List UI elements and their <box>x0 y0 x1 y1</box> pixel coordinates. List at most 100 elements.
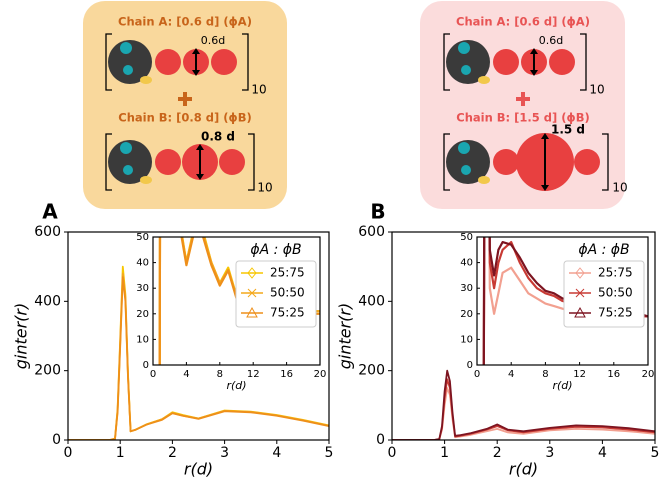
y-tick-label: 0 <box>376 432 385 448</box>
repeat-label: 10 <box>612 181 627 195</box>
x-axis-label: r(d) <box>184 460 213 479</box>
bead-dot <box>120 142 132 154</box>
y-tick-label: 50 <box>136 232 149 243</box>
bracket <box>602 133 609 191</box>
bead-dot <box>461 165 471 175</box>
y-tick-label: 30 <box>136 283 149 294</box>
y-tick-label: 10 <box>136 334 149 345</box>
legend-label: 75:25 <box>270 306 305 320</box>
sphere <box>155 49 181 75</box>
x-tick-label: 0 <box>64 445 73 461</box>
arrow-head <box>530 48 538 76</box>
y-tick-label: 400 <box>34 293 61 309</box>
chain-label: Chain A: [0.6 d] (ϕA) <box>118 15 252 29</box>
bead-dot <box>478 76 490 84</box>
x-tick-label: 20 <box>642 369 655 380</box>
x-tick-label: 4 <box>598 445 607 461</box>
x-tick-label: 4 <box>508 369 514 380</box>
legend-box <box>235 260 317 328</box>
bracket <box>443 33 450 91</box>
bracket <box>248 133 255 191</box>
sphere <box>549 49 575 75</box>
repeat-label: 10 <box>589 83 604 97</box>
bead-dot <box>458 142 470 154</box>
x-tick-label: 20 <box>314 369 327 380</box>
legend-label: 50:50 <box>270 286 305 300</box>
chain-label: Chain A: [0.6 d] (ϕA) <box>456 15 590 29</box>
axes-frame <box>391 231 656 441</box>
bead <box>446 140 490 184</box>
repeat-label: 10 <box>257 181 272 195</box>
bracket <box>443 133 450 191</box>
bracket <box>242 33 249 91</box>
y-tick-label: 20 <box>136 309 149 320</box>
panel-label: B <box>370 200 385 224</box>
x-tick-label: 0 <box>388 445 397 461</box>
size-label: 0.8 d <box>201 130 235 144</box>
x-axis-label: r(d) <box>226 379 246 392</box>
sphere <box>493 149 519 175</box>
bead-dot <box>458 42 470 54</box>
sphere <box>493 49 519 75</box>
y-axis-label: ginter(r) <box>12 303 31 370</box>
x-tick-label: 16 <box>607 369 620 380</box>
axes-frame <box>152 236 321 366</box>
x-tick-label: 3 <box>545 445 554 461</box>
size-label: 1.5 d <box>551 123 585 137</box>
bead <box>446 40 490 84</box>
bead-dot <box>140 176 152 184</box>
bead-dot <box>478 176 490 184</box>
sphere <box>155 149 181 175</box>
x-tick-label: 2 <box>168 445 177 461</box>
data-line <box>392 369 655 440</box>
bead-dot <box>123 65 133 75</box>
bracket <box>580 33 587 91</box>
axes-frame <box>67 231 330 441</box>
x-tick-label: 12 <box>573 369 586 380</box>
y-tick-label: 0 <box>143 360 149 371</box>
plus <box>516 92 530 106</box>
legend-box <box>563 260 645 328</box>
panel-label: A <box>42 200 58 224</box>
sphere <box>211 49 237 75</box>
legend-marker <box>574 306 586 318</box>
y-tick-label: 40 <box>136 258 149 269</box>
repeat-label: 10 <box>251 83 266 97</box>
x-tick-label: 1 <box>116 445 125 461</box>
legend-marker <box>575 267 585 279</box>
legend-label: 25:75 <box>270 266 305 280</box>
y-tick-label: 200 <box>34 363 61 379</box>
y-tick-label: 0 <box>467 360 473 371</box>
x-tick-label: 4 <box>183 369 189 380</box>
bead-dot <box>461 65 471 75</box>
sphere <box>574 149 600 175</box>
x-tick-label: 8 <box>217 369 223 380</box>
x-tick-label: 4 <box>272 445 281 461</box>
plus <box>178 92 192 106</box>
size-label: 0.6d <box>201 34 225 47</box>
y-tick-label: 30 <box>460 283 473 294</box>
y-tick-label: 600 <box>358 224 385 240</box>
x-tick-label: 12 <box>247 369 260 380</box>
bracket <box>105 33 112 91</box>
axes-frame <box>476 236 649 366</box>
y-tick-label: 10 <box>460 334 473 345</box>
legend-marker <box>575 288 585 298</box>
bracket <box>105 133 112 191</box>
x-tick-label: 0 <box>474 369 480 380</box>
data-line <box>68 276 329 440</box>
x-tick-label: 16 <box>280 369 293 380</box>
legend-label: 75:25 <box>598 306 633 320</box>
x-axis-label: r(d) <box>552 379 572 392</box>
legend-marker <box>247 267 257 279</box>
bead-dot <box>140 76 152 84</box>
y-tick-label: 20 <box>460 309 473 320</box>
legend-title: ϕA : ϕB <box>578 242 629 258</box>
y-axis-label: ginter(r) <box>336 303 355 370</box>
x-tick-label: 2 <box>493 445 502 461</box>
legend-label: 25:75 <box>598 266 633 280</box>
arrow-head <box>541 133 549 191</box>
x-tick-label: 5 <box>325 445 334 461</box>
bead-dot <box>120 42 132 54</box>
